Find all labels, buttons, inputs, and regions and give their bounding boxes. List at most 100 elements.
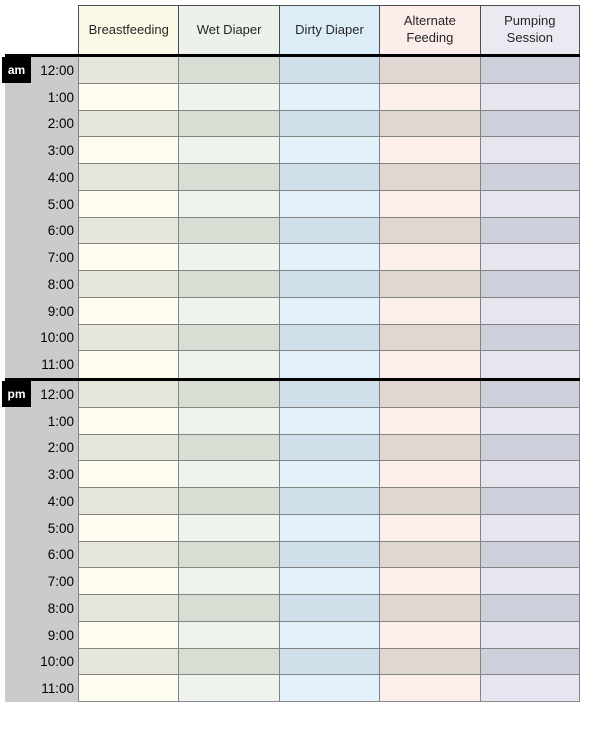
log-cell-wet-diaper [178, 83, 279, 111]
log-cell-alternate-feeding [379, 164, 480, 191]
column-header-label: Dirty Diaper [295, 21, 364, 37]
log-cell-breastfeeding [78, 324, 179, 352]
log-cell-wet-diaper [178, 568, 279, 595]
log-cell-pumping-session [479, 190, 580, 218]
hour-row-am-600: 6:00 [5, 217, 580, 245]
hour-row-am-500: 5:00 [5, 190, 580, 218]
log-cell-alternate-feeding [379, 83, 480, 111]
pm-section: pm 12:00 1:00 2:00 3:00 4:00 5:00 6:00 7:00 8:00 9… [2, 381, 580, 702]
hour-row-pm-600: 6:00 [5, 541, 580, 569]
hour-row-pm-200: 2:00 [5, 434, 580, 462]
log-cell-wet-diaper [178, 461, 279, 488]
log-cell-breastfeeding [78, 648, 179, 676]
time-label: 7:00 [47, 574, 74, 590]
log-cell-breastfeeding [78, 568, 179, 595]
time-label-cell: 5:00 [5, 190, 78, 218]
log-cell-dirty-diaper [278, 434, 380, 462]
log-cell-wet-diaper [178, 217, 279, 245]
header-row: Breastfeeding Wet Diaper Dirty Diaper Alter… [5, 5, 580, 54]
log-cell-breastfeeding [78, 488, 179, 515]
corner-cell [5, 5, 78, 54]
log-cell-alternate-feeding [379, 461, 480, 488]
time-label: 3:00 [47, 143, 74, 159]
log-cell-breastfeeding [78, 137, 179, 164]
log-cell-wet-diaper [178, 595, 279, 622]
log-cell-dirty-diaper [278, 621, 380, 649]
log-cell-pumping-session [479, 595, 580, 622]
log-cell-dirty-diaper [278, 568, 380, 595]
log-cell-pumping-session [479, 434, 580, 462]
time-label-cell: 4:00 [5, 164, 78, 191]
log-cell-dirty-diaper [278, 595, 380, 622]
log-cell-dirty-diaper [278, 351, 380, 378]
log-cell-breastfeeding [78, 675, 179, 702]
time-label-cell: 10:00 [5, 648, 78, 676]
log-cell-breastfeeding [78, 244, 179, 271]
log-cell-wet-diaper [178, 110, 279, 138]
log-cell-dirty-diaper [278, 407, 380, 435]
hour-row-am-200: 2:00 [5, 110, 580, 138]
log-cell-dirty-diaper [278, 164, 380, 191]
log-cell-dirty-diaper [278, 217, 380, 245]
log-cell-dirty-diaper [278, 271, 380, 298]
log-cell-wet-diaper [178, 381, 279, 408]
log-cell-alternate-feeding [379, 434, 480, 462]
log-cell-breastfeeding [78, 351, 179, 378]
log-cell-dirty-diaper [278, 461, 380, 488]
hour-row-am-400: 4:00 [5, 164, 580, 191]
log-cell-dirty-diaper [278, 324, 380, 352]
log-cell-dirty-diaper [278, 110, 380, 138]
log-cell-wet-diaper [178, 514, 279, 542]
log-cell-alternate-feeding [379, 648, 480, 676]
hour-row-am-1000: 10:00 [5, 324, 580, 352]
log-cell-dirty-diaper [278, 675, 380, 702]
log-cell-breastfeeding [78, 297, 179, 325]
log-cell-pumping-session [479, 324, 580, 352]
log-cell-pumping-session [479, 488, 580, 515]
column-header-breastfeeding: Breastfeeding [78, 5, 179, 54]
hour-row-am-900: 9:00 [5, 297, 580, 325]
hour-row-pm-800: 8:00 [5, 595, 580, 622]
log-cell-wet-diaper [178, 324, 279, 352]
hour-row-am-800: 8:00 [5, 271, 580, 298]
hour-row-pm-300: 3:00 [5, 461, 580, 488]
log-cell-pumping-session [479, 271, 580, 298]
log-cell-pumping-session [479, 621, 580, 649]
log-cell-dirty-diaper [278, 381, 380, 408]
time-label: 7:00 [47, 250, 74, 266]
am-pm-divider [5, 378, 580, 381]
log-cell-wet-diaper [178, 488, 279, 515]
log-cell-wet-diaper [178, 137, 279, 164]
log-cell-alternate-feeding [379, 57, 480, 84]
time-label-cell: 1:00 [5, 83, 78, 111]
log-cell-wet-diaper [178, 675, 279, 702]
time-label-cell: 3:00 [5, 461, 78, 488]
log-cell-wet-diaper [178, 271, 279, 298]
time-label: 12:00 [40, 386, 74, 402]
log-cell-alternate-feeding [379, 190, 480, 218]
time-label: 2:00 [47, 116, 74, 132]
baby-care-log-table: Breastfeeding Wet Diaper Dirty Diaper Alter… [2, 5, 580, 702]
hour-row-am-100: 1:00 [5, 83, 580, 111]
time-label-cell: 4:00 [5, 488, 78, 515]
log-cell-alternate-feeding [379, 407, 480, 435]
column-header-label: Wet Diaper [196, 21, 262, 37]
time-label: 1:00 [47, 89, 74, 105]
time-label-cell: 6:00 [5, 217, 78, 245]
log-cell-dirty-diaper [278, 648, 380, 676]
hour-row-am-300: 3:00 [5, 137, 580, 164]
log-cell-pumping-session [479, 57, 580, 84]
log-cell-wet-diaper [178, 164, 279, 191]
log-cell-pumping-session [479, 137, 580, 164]
log-cell-pumping-session [479, 514, 580, 542]
log-cell-dirty-diaper [278, 57, 380, 84]
log-cell-wet-diaper [178, 190, 279, 218]
log-cell-dirty-diaper [278, 514, 380, 542]
log-cell-pumping-session [479, 675, 580, 702]
time-label-cell: 1:00 [5, 407, 78, 435]
hour-row-am-700: 7:00 [5, 244, 580, 271]
time-label-cell: 6:00 [5, 541, 78, 569]
time-label: 5:00 [47, 520, 74, 536]
time-label-cell: 3:00 [5, 137, 78, 164]
hour-row-pm-1000: 10:00 [5, 648, 580, 676]
